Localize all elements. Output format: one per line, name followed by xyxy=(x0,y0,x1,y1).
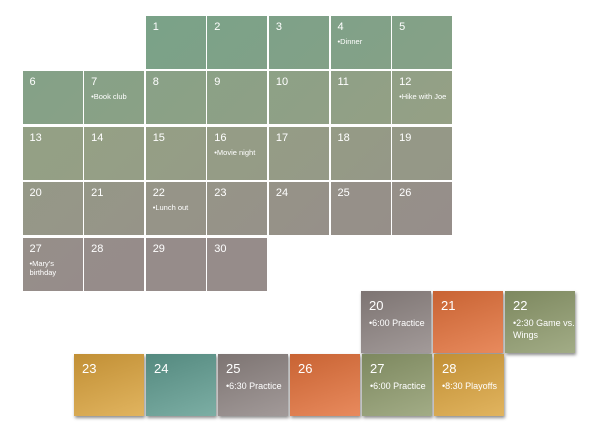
day-cell-6[interactable]: 6 xyxy=(22,71,83,125)
tile-day-number: 26 xyxy=(298,361,313,376)
day-number: 1 xyxy=(152,21,159,33)
day-cell-15[interactable]: 15 xyxy=(145,126,206,180)
day-cell-3[interactable]: 3 xyxy=(268,16,329,69)
day-cell-17[interactable]: 17 xyxy=(268,126,329,180)
day-number: 13 xyxy=(29,131,42,144)
day-number: 18 xyxy=(337,131,350,144)
tile-day-number: 22 xyxy=(513,298,528,313)
event-note: •Movie night xyxy=(214,147,256,157)
schedule-tile-20[interactable]: 20 •6:00 Practice xyxy=(361,291,431,353)
day-cell-14[interactable]: 14 xyxy=(84,126,145,180)
day-number: 30 xyxy=(214,242,227,255)
day-cell-11[interactable]: 11 xyxy=(330,71,391,125)
schedule-tile-25[interactable]: 25 •6:30 Practice xyxy=(218,354,288,416)
tile-day-number: 28 xyxy=(442,361,457,376)
day-number: 10 xyxy=(275,76,289,89)
day-number: 19 xyxy=(399,131,412,144)
tile-event-note: •6:00 Practice xyxy=(369,318,425,328)
day-number: 16 xyxy=(214,131,227,144)
schedule-tile-21[interactable]: 21 xyxy=(433,291,503,353)
day-number: 26 xyxy=(399,187,412,200)
day-number: 4 xyxy=(337,21,344,33)
tile-event-note: •8:30 Playoffs xyxy=(442,381,498,391)
day-cell-21[interactable]: 21 xyxy=(84,182,145,236)
day-number: 11 xyxy=(337,76,349,89)
day-number: 3 xyxy=(275,21,283,33)
day-cell-10[interactable]: 10 xyxy=(268,71,329,125)
day-number: 17 xyxy=(275,131,289,144)
day-cell-18[interactable]: 18 xyxy=(330,126,391,180)
tile-event-note: •2:30 Game vs. Wings xyxy=(513,318,575,340)
day-cell-20[interactable]: 20 xyxy=(22,182,83,236)
tile-day-number: 23 xyxy=(82,361,97,376)
day-cell-22[interactable]: 22 •Lunch out xyxy=(145,182,206,236)
day-cell-7[interactable]: 7 •Book club xyxy=(84,71,145,125)
schedule-tile-27[interactable]: 27 •6:00 Practice xyxy=(362,354,432,416)
tile-day-number: 25 xyxy=(226,361,241,376)
day-number: 27 xyxy=(29,242,42,255)
day-cell-9[interactable]: 9 xyxy=(207,71,268,125)
day-cell-26[interactable]: 26 xyxy=(392,182,453,236)
day-number: 9 xyxy=(214,76,221,89)
day-cell-24[interactable]: 24 xyxy=(268,182,329,236)
tile-day-number: 21 xyxy=(441,298,456,313)
event-note: •Mary's birthday xyxy=(29,258,57,277)
event-note: •Book club xyxy=(91,92,127,102)
day-cell-27[interactable]: 27 •Mary's birthday xyxy=(22,237,83,291)
day-number: 24 xyxy=(275,187,289,200)
day-cell-4[interactable]: 4 •Dinner xyxy=(330,16,391,69)
day-cell-2[interactable]: 2 xyxy=(207,16,268,69)
day-cell-30[interactable]: 30 xyxy=(207,237,268,291)
schedule-tile-26[interactable]: 26 xyxy=(290,354,360,416)
event-note: •Lunch out xyxy=(152,203,189,213)
day-number: 7 xyxy=(91,76,98,89)
day-number: 28 xyxy=(91,242,104,255)
tile-day-number: 27 xyxy=(370,361,385,376)
day-cell-13[interactable]: 13 xyxy=(22,126,83,180)
day-number: 20 xyxy=(29,187,42,200)
day-cell-28[interactable]: 28 xyxy=(84,237,145,291)
day-cell-12[interactable]: 12 •Hike with Joe xyxy=(392,71,453,125)
day-number: 22 xyxy=(152,187,165,200)
day-cell-8[interactable]: 8 xyxy=(145,71,206,125)
day-cell-16[interactable]: 16 •Movie night xyxy=(207,126,268,180)
day-cell-25[interactable]: 25 xyxy=(330,182,391,236)
day-number: 2 xyxy=(214,21,221,33)
day-number: 8 xyxy=(152,76,159,89)
event-note: •Dinner xyxy=(337,37,363,46)
schedule-tile-28[interactable]: 28 •8:30 Playoffs xyxy=(434,354,504,416)
day-number: 5 xyxy=(399,21,406,33)
tile-day-number: 24 xyxy=(154,361,169,376)
day-cell-29[interactable]: 29 xyxy=(145,237,206,291)
tile-event-note: •6:30 Practice xyxy=(226,381,282,391)
day-number: 25 xyxy=(337,187,350,200)
event-note: •Hike with Joe xyxy=(399,92,447,102)
tile-day-number: 20 xyxy=(369,298,384,313)
day-cell-1[interactable]: 1 xyxy=(145,16,206,69)
day-number: 21 xyxy=(91,187,104,200)
day-number: 12 xyxy=(399,76,412,89)
day-number: 14 xyxy=(91,131,104,144)
day-number: 23 xyxy=(214,187,227,200)
day-number: 15 xyxy=(152,131,165,144)
day-cell-5[interactable]: 5 xyxy=(392,16,453,69)
day-cell-23[interactable]: 23 xyxy=(207,182,268,236)
day-cell-19[interactable]: 19 xyxy=(392,126,453,180)
day-number: 29 xyxy=(152,242,165,255)
day-number: 6 xyxy=(29,76,36,89)
schedule-tile-22[interactable]: 22 •2:30 Game vs. Wings xyxy=(505,291,575,353)
tile-event-note: •6:00 Practice xyxy=(370,381,426,391)
schedule-tile-24[interactable]: 24 xyxy=(146,354,216,416)
schedule-tile-23[interactable]: 23 xyxy=(74,354,144,416)
